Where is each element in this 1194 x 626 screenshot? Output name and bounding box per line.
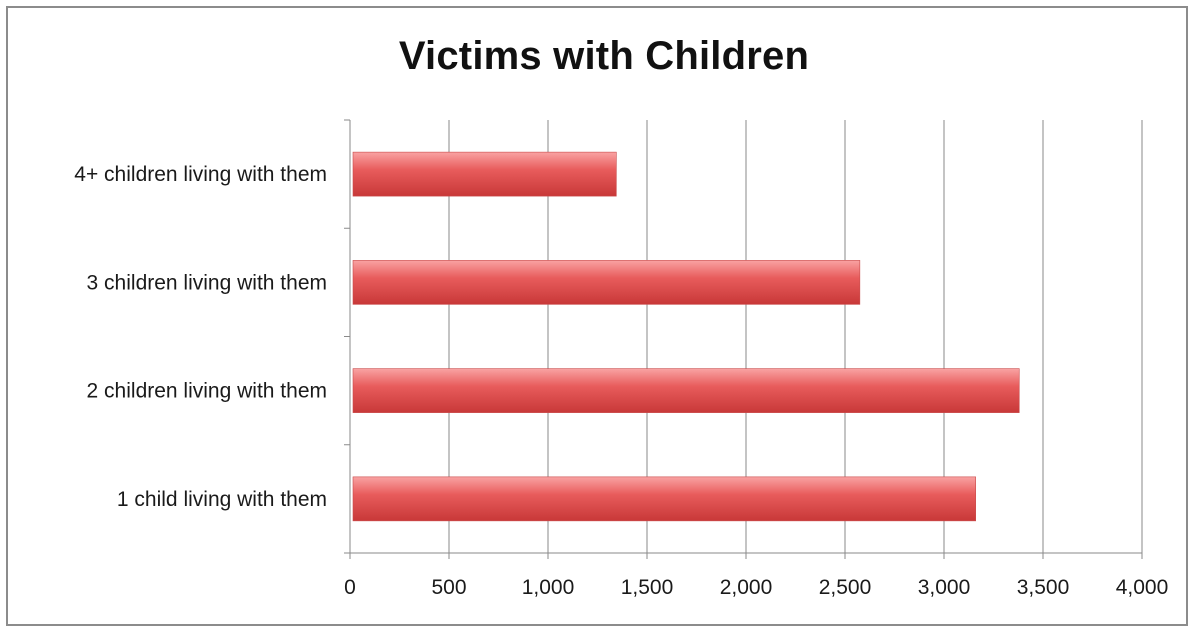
category-label: 4+ children living with them [74,163,327,186]
category-label: 1 child living with them [117,488,327,511]
x-tick-label: 2,500 [819,576,872,599]
x-tick-label: 2,000 [720,576,773,599]
category-label: 3 children living with them [87,271,327,294]
chart-frame [6,6,1188,626]
chart-title: Victims with Children [398,34,810,78]
x-tick-label: 500 [431,576,466,599]
x-tick-label: 3,500 [1017,576,1070,599]
x-tick-label: 1,500 [621,576,674,599]
bar [352,476,976,522]
x-tick-label: 4,000 [1116,576,1169,599]
axes [344,119,1143,559]
axis-labels: 0 500 1,000 1,500 2,000 2,500 3,000 3,500 4,000 1… [74,163,1168,599]
bar [352,260,861,305]
x-tick-label: 1,000 [522,576,575,599]
bar [352,368,1020,413]
category-label: 2 children living with them [87,380,327,403]
x-tick-label: 3,000 [918,576,971,599]
x-tick-label: 0 [344,576,356,599]
bars [352,151,1020,522]
bar [352,151,617,197]
